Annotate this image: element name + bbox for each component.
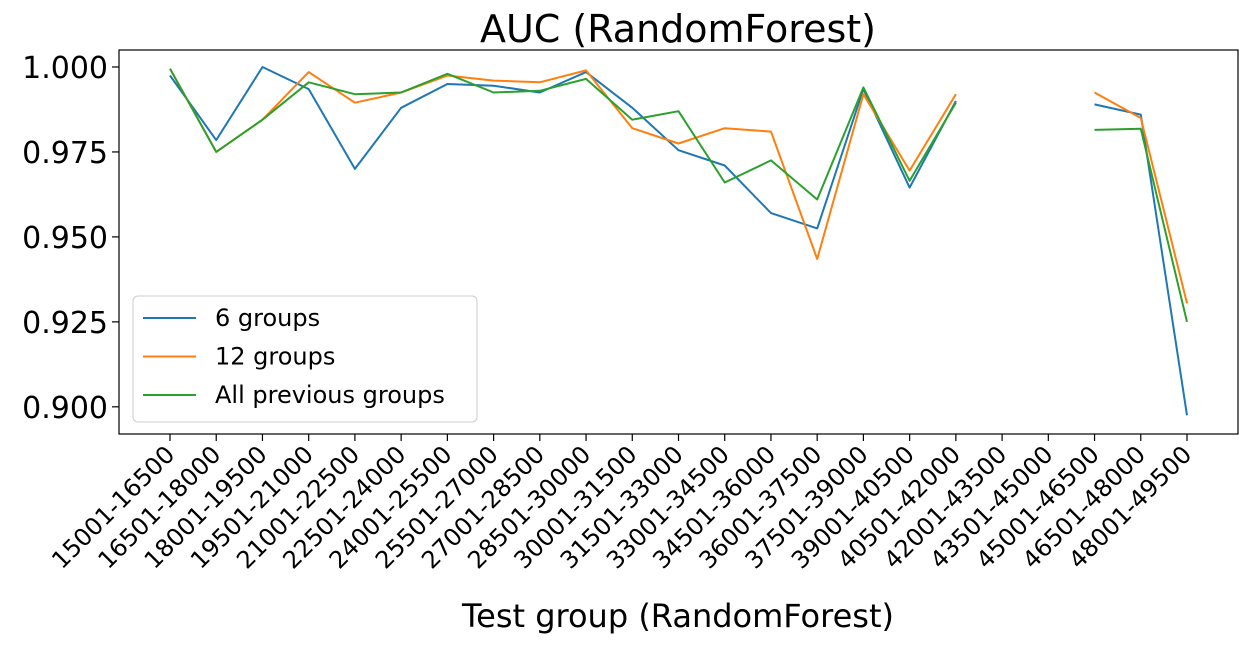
plot-frame xyxy=(118,49,1239,435)
x-axis-label: Test group (RandomForest) xyxy=(461,597,894,635)
y-tick-label: 0.975 xyxy=(22,136,108,171)
legend-label: 12 groups xyxy=(215,343,335,371)
y-tick-label: 0.950 xyxy=(22,221,108,256)
series-line xyxy=(1094,91,1188,304)
series-2 xyxy=(169,68,1188,304)
series-line xyxy=(169,68,957,201)
y-tick-label: 0.900 xyxy=(22,391,108,426)
series-line xyxy=(1094,127,1188,323)
x-axis: 15001-1650016501-1800018001-1950019501-2… xyxy=(46,434,1197,574)
series-layer xyxy=(169,66,1188,416)
legend-box xyxy=(132,295,478,423)
legend: 6 groups 12 groups All previous groups xyxy=(132,295,478,423)
legend-label: All previous groups xyxy=(215,381,445,409)
series-line xyxy=(169,68,957,260)
chart-title: AUC (RandomForest) xyxy=(480,7,876,51)
series-line xyxy=(1094,103,1188,416)
y-tick-label: 0.925 xyxy=(22,306,108,341)
legend-label: 6 groups xyxy=(215,304,320,332)
y-tick-label: 1.000 xyxy=(22,51,108,86)
series-line xyxy=(169,66,957,230)
series-3 xyxy=(169,68,1188,323)
y-axis: 0.900 0.925 0.950 0.975 1.000 xyxy=(22,51,119,426)
